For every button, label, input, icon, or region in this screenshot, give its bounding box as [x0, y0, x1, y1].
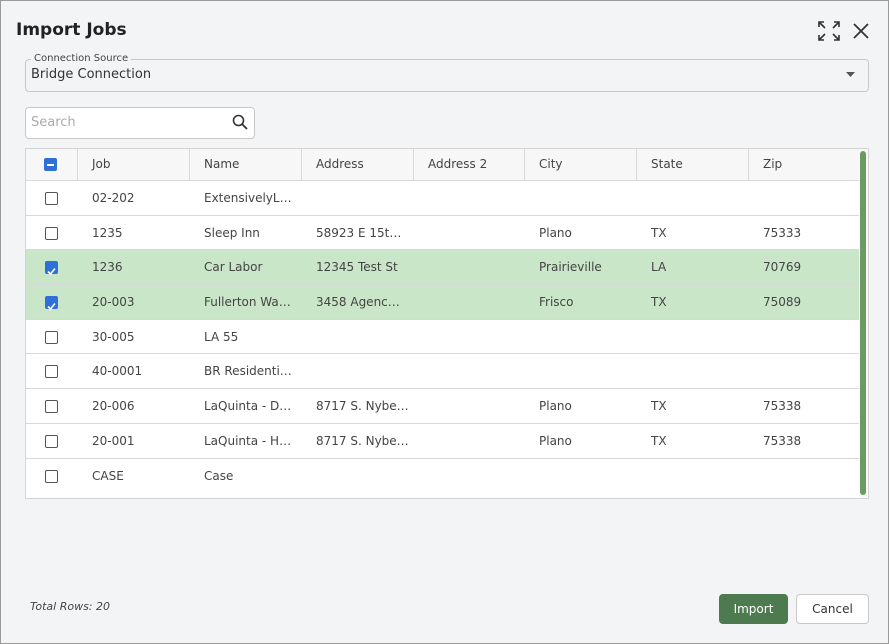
column-divider [636, 149, 637, 180]
search-placeholder: Search [31, 115, 76, 130]
table-cell: TX [651, 295, 667, 309]
column-header: City [539, 157, 563, 171]
row-checkbox[interactable] [45, 261, 58, 276]
table-cell: 58923 E 15t… [316, 226, 402, 240]
jobs-table: Job Name Address Address 2 City State Zip 02-20… [25, 148, 869, 499]
search-icon [232, 114, 248, 130]
table-cell: ExtensivelyL… [204, 191, 292, 205]
search-box[interactable] [25, 107, 255, 139]
table-cell: TX [651, 434, 667, 448]
row-checkbox[interactable] [45, 435, 58, 448]
table-row[interactable]: 20-001 LaQuinta - H… 8717 S. Nybe… Plano TX 7… [26, 423, 859, 458]
row-checkbox[interactable] [45, 470, 58, 483]
indeterminate-dash [47, 164, 54, 166]
column-header: Job [92, 157, 111, 171]
column-divider [413, 149, 414, 180]
column-divider [77, 149, 78, 180]
table-cell: LaQuinta - D… [204, 399, 292, 413]
column-header: Address 2 [428, 157, 488, 171]
table-row[interactable]: 02-202 ExtensivelyL… [26, 180, 859, 215]
table-cell: 8717 S. Nybe… [316, 434, 409, 448]
table-cell: 8717 S. Nybe… [316, 399, 409, 413]
total-rows: Total Rows: 20 [30, 600, 110, 613]
table-cell: TX [651, 226, 667, 240]
table-cell: BR Residenti… [204, 364, 292, 378]
import-button[interactable]: Import [719, 594, 788, 624]
close-icon[interactable] [852, 22, 870, 40]
table-cell: 75338 [763, 434, 802, 448]
check-mark [47, 267, 56, 276]
table-cell: Prairieville [539, 260, 602, 274]
dialog-title: Import Jobs [16, 20, 127, 40]
scroll-thumb[interactable] [860, 151, 866, 495]
table-cell: 75338 [763, 399, 802, 413]
table-cell: 20-006 [92, 399, 135, 413]
header-row: Job Name Address Address 2 City State Zip [26, 149, 859, 180]
row-checkbox[interactable] [45, 296, 58, 311]
table-cell: TX [651, 399, 667, 413]
table-cell: Plano [539, 226, 572, 240]
table-cell: 40-0001 [92, 364, 143, 378]
row-checkbox[interactable] [45, 365, 58, 378]
column-header: Name [204, 157, 240, 171]
row-checkbox[interactable] [45, 227, 58, 240]
field-label: Connection Source [31, 53, 132, 64]
table-cell: 02-202 [92, 191, 135, 205]
table-cell: 75333 [763, 226, 802, 240]
table-cell: Sleep Inn [204, 226, 260, 240]
expand-icon[interactable] [817, 20, 841, 42]
table-cell: 12345 Test St [316, 260, 398, 274]
table-cell: Case [204, 469, 234, 483]
table-row[interactable]: 20-003 Fullerton Wa… 3458 Agenc… Frisco TX 75… [26, 284, 859, 319]
table-row[interactable]: 30-005 LA 55 [26, 319, 859, 354]
table-cell: Frisco [539, 295, 574, 309]
table-row[interactable]: 1236 Car Labor 12345 Test St Prairieville LA… [26, 249, 859, 284]
column-divider [524, 149, 525, 180]
column-divider [189, 149, 190, 180]
table-row[interactable]: CASE Case [26, 458, 859, 493]
column-header: Zip [763, 157, 783, 171]
table-cell: 75089 [763, 295, 802, 309]
row-checkbox[interactable] [45, 400, 58, 413]
table-cell: 20-001 [92, 434, 135, 448]
table-cell: 70769 [763, 260, 802, 274]
table-cell: Plano [539, 399, 572, 413]
column-divider [301, 149, 302, 180]
column-header: State [651, 157, 683, 171]
table-cell: Fullerton Wa… [204, 295, 291, 309]
table-cell: 3458 Agenc… [316, 295, 400, 309]
table-row[interactable]: 20-006 LaQuinta - D… 8717 S. Nybe… Plano TX 7… [26, 388, 859, 423]
column-header: Address [316, 157, 364, 171]
table-cell: Car Labor [204, 260, 263, 274]
table-cell: 30-005 [92, 330, 135, 344]
connection-field[interactable] [25, 59, 869, 92]
table-row[interactable]: 1235 Sleep Inn 58923 E 15t… Plano TX 75333 [26, 215, 859, 250]
table-cell: Plano [539, 434, 572, 448]
field-value: Bridge Connection [31, 67, 152, 82]
select-all-checkbox[interactable] [44, 158, 57, 171]
table-cell: LaQuinta - H… [204, 434, 292, 448]
row-checkbox[interactable] [45, 192, 58, 205]
table-cell: LA [651, 260, 667, 274]
cancel-button[interactable]: Cancel [796, 594, 869, 624]
check-mark [47, 302, 56, 311]
dropdown-arrow [846, 72, 855, 77]
table-cell: CASE [92, 469, 124, 483]
table-cell: 1235 [92, 226, 123, 240]
table-row[interactable]: 40-0001 BR Residenti… [26, 353, 859, 388]
row-checkbox[interactable] [45, 331, 58, 344]
table-cell: 1236 [92, 260, 123, 274]
column-divider [748, 149, 749, 180]
table-cell: LA 55 [204, 330, 239, 344]
table-cell: 20-003 [92, 295, 135, 309]
